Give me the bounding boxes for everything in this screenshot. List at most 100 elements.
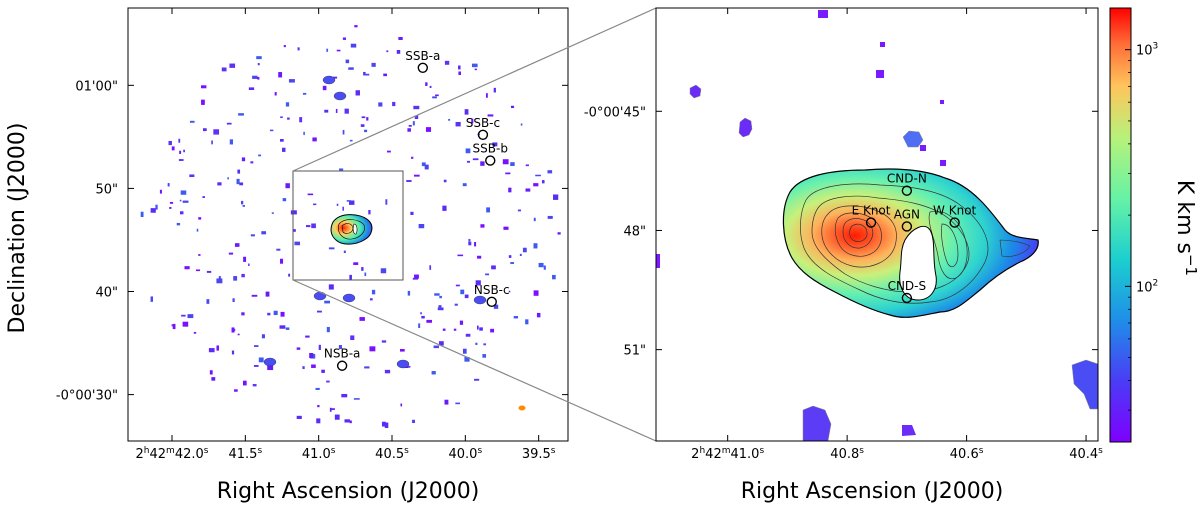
noise-speck <box>258 357 264 363</box>
right-source-markers: CND-N E Knot AGN W Knot CND-S <box>852 172 977 304</box>
noise-speck <box>150 208 156 213</box>
noise-speck <box>505 172 511 175</box>
noise-speck <box>209 370 213 375</box>
noise-speck <box>412 121 415 126</box>
right-y-tick-label: 48" <box>623 224 646 239</box>
noise-speck <box>508 187 512 193</box>
noise-speck <box>479 327 483 331</box>
noise-speck <box>434 293 440 296</box>
noise-speck <box>229 139 233 145</box>
noise-speck <box>296 415 302 419</box>
noise-speck <box>465 148 471 154</box>
noise-speck <box>413 105 420 110</box>
noise-speck <box>480 161 485 166</box>
left-x-tick-label: 41.0s <box>302 446 336 462</box>
noise-speck <box>431 371 436 375</box>
noise-speck <box>179 199 182 202</box>
noise-speck <box>486 207 491 213</box>
noise-speck <box>475 342 478 345</box>
noise-speck <box>305 335 310 338</box>
noise-speck <box>302 366 305 370</box>
ra-second-unit: s <box>477 446 482 456</box>
source-marker <box>336 360 348 371</box>
noise-speck <box>256 56 262 60</box>
noise-speck <box>443 179 447 183</box>
noise-speck <box>285 102 290 107</box>
noise-speck <box>257 76 260 80</box>
noise-speck <box>182 200 189 203</box>
noise-speck <box>341 393 348 398</box>
right-axis-ticks: 2h42m41.0s 40.8s 40.6s 40.4s-0°00'45"48"51" <box>584 8 1103 462</box>
noise-speck <box>226 122 232 125</box>
noise-speck <box>553 194 559 200</box>
noise-speck <box>159 189 162 194</box>
noise-speck <box>248 263 250 266</box>
noise-speck <box>267 365 274 371</box>
noise-speck <box>360 124 365 127</box>
noise-speck <box>471 63 478 68</box>
beam-ellipse <box>518 405 526 411</box>
noise-speck <box>234 389 238 392</box>
noise-clump <box>333 91 347 101</box>
noise-speck <box>525 188 531 192</box>
noise-speck <box>243 380 247 386</box>
noise-speck <box>180 190 187 195</box>
noise-speck <box>330 408 335 411</box>
noise-speck <box>396 49 401 54</box>
noise-speck <box>552 274 556 280</box>
noise-speck <box>413 174 420 177</box>
source-label: W Knot <box>933 204 976 218</box>
noise-speck <box>543 265 546 270</box>
noise-speck <box>533 243 538 249</box>
noise-clump <box>322 75 336 85</box>
noise-clump <box>396 359 410 369</box>
noise-speck <box>424 164 429 170</box>
noise-speck <box>202 196 205 198</box>
left-noise-emission <box>140 25 561 429</box>
noise-speck <box>189 174 195 178</box>
noise-speck <box>418 224 425 229</box>
source-label: CND-N <box>887 172 927 186</box>
noise-speck <box>305 225 311 228</box>
noise-speck <box>525 319 529 325</box>
noise-speck <box>242 205 245 207</box>
left-y-tick-label: 40" <box>95 286 118 301</box>
source-label: SSB-c <box>466 116 500 130</box>
noise-speck <box>477 255 482 259</box>
noise-speck <box>371 289 376 295</box>
noise-speck <box>155 204 158 210</box>
zoom-box <box>292 170 404 281</box>
noise-speck <box>299 117 303 123</box>
noise-speck <box>448 118 451 121</box>
right-x-tick-label: 2h42m41.0s <box>691 446 764 462</box>
noise-speck <box>187 314 194 319</box>
noise-speck <box>364 129 368 133</box>
noise-speck <box>412 419 416 424</box>
noise-speck <box>400 403 403 407</box>
noise-speck <box>474 68 477 71</box>
noise-speck <box>458 65 461 70</box>
ra-seconds: 42.0 <box>175 447 204 462</box>
noise-speck <box>200 85 207 89</box>
noise-speck <box>317 404 320 408</box>
source-marker <box>477 129 489 141</box>
ra-seconds: 40.4 <box>1069 447 1098 462</box>
noise-speck <box>444 60 450 65</box>
noise-speck <box>368 209 371 215</box>
noise-speck <box>425 82 428 86</box>
noise-speck <box>425 127 432 132</box>
tick-exponent: 2 <box>1153 278 1159 288</box>
noise-speck <box>280 139 284 142</box>
noise-speck <box>339 168 344 171</box>
noise-speck <box>322 85 327 91</box>
right-y-tick-label: -0°00'45" <box>584 105 646 120</box>
source-label: NSB-c <box>474 283 510 297</box>
noise-speck <box>309 352 314 359</box>
noise-speck <box>181 314 186 317</box>
source-label: CND-S <box>888 279 927 293</box>
noise-speck <box>228 252 234 255</box>
noise-speck <box>261 231 267 235</box>
noise-speck <box>482 354 487 358</box>
